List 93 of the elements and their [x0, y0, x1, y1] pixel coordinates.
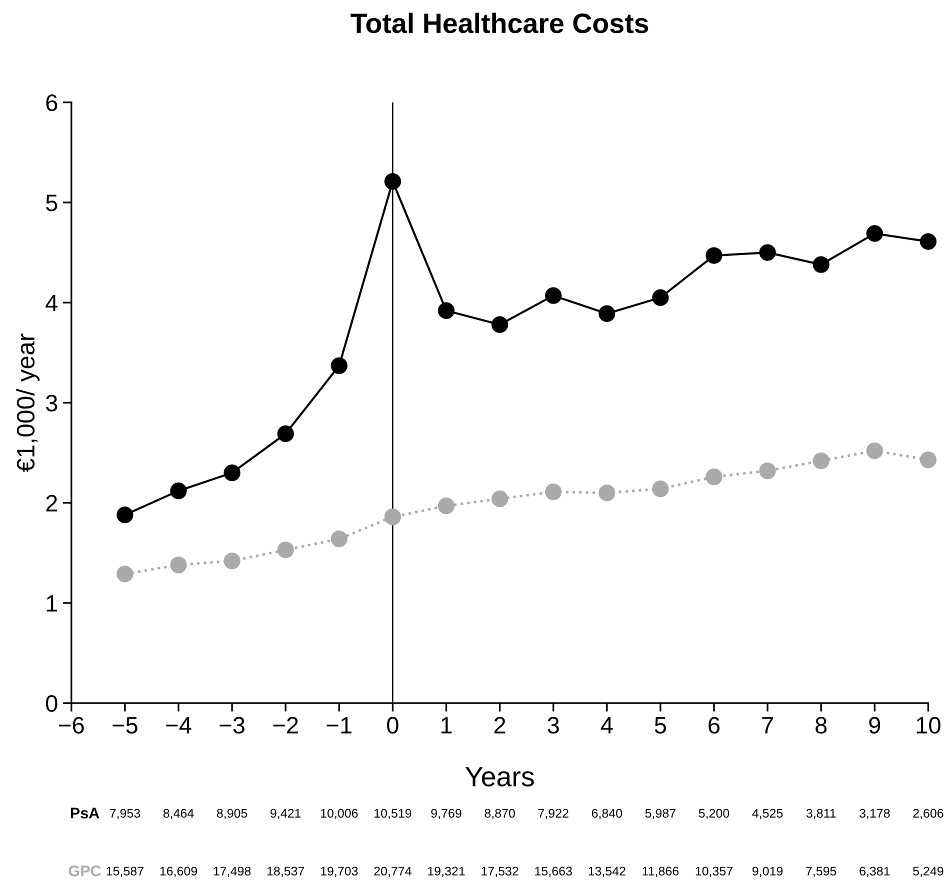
y-tick-label: 1	[46, 595, 58, 612]
text: 17,532	[482, 866, 518, 878]
text: 19,321	[428, 866, 465, 878]
text: 10,357	[696, 866, 732, 878]
point	[491, 316, 508, 333]
point	[812, 452, 830, 470]
point	[866, 225, 883, 242]
text: 10,519	[374, 808, 412, 820]
point	[116, 506, 134, 524]
text: 3,811	[806, 808, 836, 820]
x-tick-label: −1	[326, 717, 352, 734]
point	[920, 233, 937, 250]
y-tick-label: 0	[46, 695, 58, 712]
point	[224, 552, 240, 570]
point	[759, 244, 776, 261]
text: GPC	[68, 865, 101, 876]
text: 8,905	[216, 808, 248, 820]
y-tick-label: 5	[46, 194, 58, 212]
text: 5,987	[645, 808, 676, 820]
text: 19,703	[320, 866, 358, 878]
text: 2,606	[913, 808, 944, 820]
point	[545, 484, 562, 500]
chart-title: Total Healthcare Costs	[350, 12, 648, 34]
point	[330, 530, 348, 548]
point	[545, 287, 562, 304]
x-tick-label: 10	[916, 716, 940, 734]
text: 9,769	[431, 808, 462, 820]
x-tick-label: −6	[59, 716, 84, 734]
x-tick-label: 7	[762, 717, 773, 734]
point	[384, 173, 402, 190]
text: 5,249	[913, 866, 944, 878]
text: 7,953	[110, 808, 140, 820]
y-tick-label: 6	[46, 94, 58, 112]
x-tick-label: 3	[548, 716, 559, 734]
text: 10,006	[320, 808, 358, 820]
x-tick-label: 8	[816, 716, 827, 734]
text: 7,595	[806, 866, 836, 878]
y-tick-label: 3	[46, 394, 58, 412]
x-tick-label: 9	[869, 716, 880, 734]
text: 8,870	[484, 808, 515, 820]
text: 8,464	[163, 808, 194, 820]
y-tick-label: 4	[46, 294, 58, 312]
point	[384, 508, 402, 526]
point	[652, 289, 669, 306]
text: 9,019	[752, 866, 783, 878]
text: PsA	[70, 808, 100, 818]
text: 5,200	[698, 808, 730, 820]
text: 20,774	[374, 866, 412, 878]
point	[812, 256, 830, 273]
text: 7,922	[538, 808, 568, 820]
text: 15,587	[106, 866, 144, 878]
x-tick-label: −2	[273, 716, 298, 734]
point	[491, 490, 508, 508]
text: 13,542	[588, 866, 626, 878]
point	[438, 302, 455, 319]
point	[598, 305, 616, 322]
point	[170, 482, 187, 500]
x-tick-label: 5	[654, 717, 666, 734]
text: 16,609	[160, 866, 198, 878]
x-tick-label: −5	[112, 717, 138, 734]
x-tick-label: 4	[600, 717, 613, 734]
x-tick-label: 0	[387, 716, 398, 734]
point	[438, 498, 455, 514]
text: 9,421	[270, 808, 301, 820]
x-tick-label: 1	[441, 717, 452, 734]
text: 17,498	[214, 866, 251, 878]
text: 4,525	[752, 808, 783, 820]
y-tick-label: 2	[46, 494, 58, 512]
point	[330, 357, 348, 374]
text: 11,866	[642, 866, 679, 878]
point	[706, 468, 722, 486]
point	[277, 542, 294, 558]
point	[224, 464, 240, 482]
point	[866, 442, 883, 460]
text: 15,663	[535, 866, 572, 878]
point	[170, 556, 187, 574]
x-axis-title: Years	[465, 767, 534, 786]
text: 6,381	[860, 866, 890, 878]
text: 18,537	[267, 866, 304, 878]
point	[652, 480, 669, 498]
point	[277, 425, 294, 442]
point	[598, 484, 616, 502]
text: 3,178	[859, 808, 890, 820]
point	[116, 566, 134, 582]
text: 6,840	[592, 808, 622, 820]
y-axis-title: €1,000/ year	[16, 334, 40, 472]
point	[706, 247, 722, 264]
x-tick-label: −4	[166, 717, 192, 734]
x-tick-label: −3	[220, 716, 244, 734]
x-tick-label: 2	[494, 716, 506, 734]
point	[920, 451, 937, 468]
x-tick-label: 6	[708, 716, 720, 734]
point	[759, 462, 776, 480]
